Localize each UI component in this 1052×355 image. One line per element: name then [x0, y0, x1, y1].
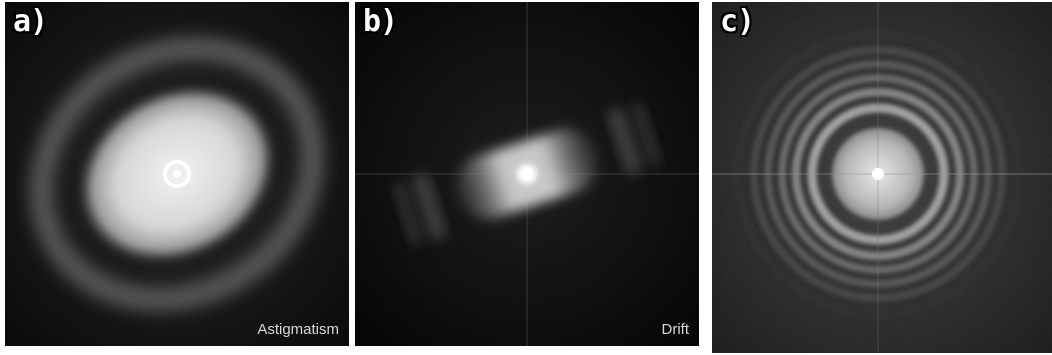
panel-caption: Drift	[661, 321, 690, 338]
center-spot	[872, 168, 884, 180]
side-fringe-right-outer	[630, 102, 661, 167]
panel-label: c)	[720, 4, 755, 39]
center-ring	[163, 160, 191, 188]
thon-ring-diffractogram	[712, 2, 1052, 353]
outer-ring	[29, 36, 325, 312]
panel-label: b)	[363, 4, 398, 39]
side-fringe-left	[412, 173, 447, 241]
panel-drift: b) Drift	[355, 2, 699, 346]
side-fringe-right	[607, 107, 642, 175]
side-fringe-left-outer	[393, 181, 424, 246]
panel-label: a)	[13, 4, 48, 39]
panel-thon-rings: c)	[712, 2, 1052, 353]
astigmatism-diffractogram	[5, 2, 349, 346]
panel-caption: Astigmatism	[257, 321, 339, 338]
center-spot	[173, 170, 181, 178]
drift-diffractogram	[355, 2, 699, 346]
panel-astigmatism: a) Astigmatism	[5, 2, 349, 346]
